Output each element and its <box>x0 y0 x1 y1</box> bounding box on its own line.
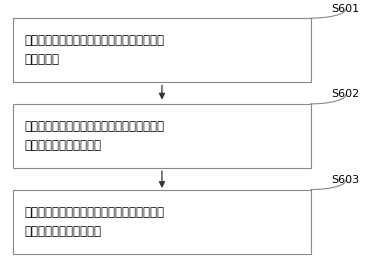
Text: 将用户输入的参数数值保存在与其面部特征图
像信息对应的存储空间中: 将用户输入的参数数值保存在与其面部特征图 像信息对应的存储空间中 <box>24 206 164 238</box>
Text: S603: S603 <box>331 175 359 185</box>
Text: S602: S602 <box>331 89 359 100</box>
Text: 提示所述用户输入裸眼视力或矫正视力以及需
连续观看液晶显示器时间: 提示所述用户输入裸眼视力或矫正视力以及需 连续观看液晶显示器时间 <box>24 120 164 152</box>
Bar <box>13 190 311 254</box>
Bar <box>13 104 311 168</box>
Bar <box>13 18 311 82</box>
Text: 根据所述检测到的面部特征图像信息为所述用
户建档编号: 根据所述检测到的面部特征图像信息为所述用 户建档编号 <box>24 34 164 66</box>
Text: S601: S601 <box>331 4 359 14</box>
